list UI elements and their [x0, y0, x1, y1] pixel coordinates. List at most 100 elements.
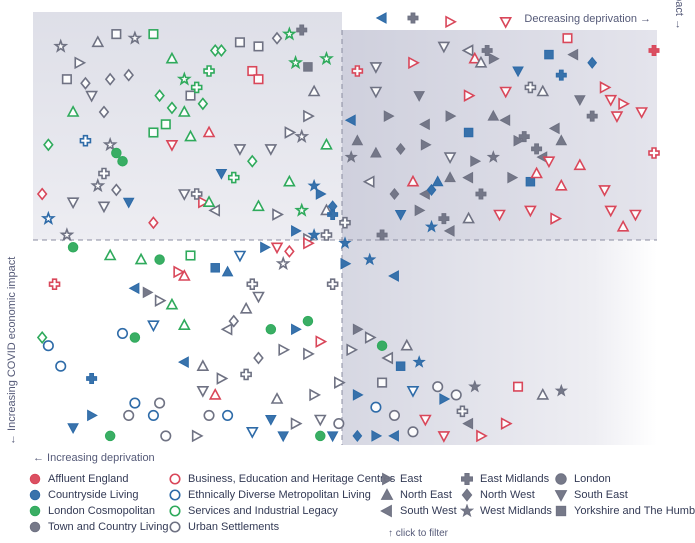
scatter-point-triangle-up[interactable]: [165, 51, 179, 64]
scatter-point-triangle-left[interactable]: [362, 175, 375, 189]
scatter-point-star[interactable]: [468, 379, 482, 393]
scatter-point-triangle-down[interactable]: [418, 414, 432, 427]
scatter-point-square[interactable]: [377, 377, 388, 388]
scatter-point-triangle-down[interactable]: [215, 169, 228, 180]
legend-item-region[interactable]: London: [554, 472, 611, 486]
scatter-point-diamond[interactable]: [36, 187, 48, 201]
scatter-point-triangle-right[interactable]: [488, 52, 500, 65]
scatter-point-square[interactable]: [160, 119, 171, 130]
scatter-point-triangle-left[interactable]: [220, 322, 233, 336]
scatter-point-diamond[interactable]: [36, 330, 48, 345]
scatter-point-square[interactable]: [185, 250, 196, 261]
scatter-point-diamond[interactable]: [352, 429, 363, 442]
scatter-point-square[interactable]: [544, 49, 554, 60]
scatter-point-star[interactable]: [288, 54, 304, 70]
scatter-point-cross[interactable]: [586, 110, 598, 122]
scatter-point-triangle-right[interactable]: [278, 343, 291, 357]
scatter-point-triangle-down[interactable]: [66, 197, 80, 210]
scatter-point-diamond[interactable]: [327, 200, 338, 213]
scatter-point-triangle-up[interactable]: [177, 269, 191, 281]
scatter-point-circle[interactable]: [117, 155, 128, 167]
scatter-point-triangle-up[interactable]: [165, 297, 179, 310]
scatter-point-triangle-up[interactable]: [134, 252, 148, 265]
scatter-point-triangle-up[interactable]: [320, 137, 333, 150]
scatter-point-square[interactable]: [395, 361, 406, 371]
scatter-point-triangle-right[interactable]: [550, 212, 563, 225]
scatter-point-triangle-down[interactable]: [122, 197, 135, 209]
scatter-point-diamond[interactable]: [284, 244, 295, 258]
scatter-point-cross[interactable]: [648, 147, 660, 159]
scatter-point-star[interactable]: [294, 128, 310, 143]
scatter-point-star[interactable]: [338, 236, 352, 249]
scatter-point-triangle-up[interactable]: [555, 134, 568, 146]
scatter-point-triangle-right[interactable]: [315, 188, 327, 200]
scatter-point-cross[interactable]: [518, 131, 530, 143]
scatter-point-triangle-right[interactable]: [291, 323, 302, 336]
scatter-point-triangle-left[interactable]: [419, 188, 430, 200]
scatter-point-triangle-right[interactable]: [74, 56, 87, 70]
scatter-point-triangle-right[interactable]: [198, 195, 210, 209]
scatter-point-triangle-left[interactable]: [208, 204, 221, 217]
scatter-point-triangle-right[interactable]: [414, 204, 426, 217]
scatter-point-triangle-right[interactable]: [315, 335, 328, 348]
scatter-point-triangle-down[interactable]: [574, 95, 586, 107]
scatter-point-cross[interactable]: [438, 213, 450, 225]
scatter-point-triangle-up[interactable]: [616, 219, 630, 232]
scatter-point-diamond[interactable]: [154, 89, 165, 103]
scatter-point-triangle-down[interactable]: [437, 41, 451, 54]
scatter-point-diamond[interactable]: [426, 183, 437, 196]
scatter-point-cross[interactable]: [246, 278, 259, 291]
scatter-point-triangle-right[interactable]: [513, 134, 525, 147]
scatter-point-triangle-up[interactable]: [283, 174, 296, 187]
scatter-point-star[interactable]: [363, 252, 377, 266]
scatter-point-cross[interactable]: [351, 65, 364, 77]
scatter-point-triangle-right[interactable]: [154, 294, 167, 307]
scatter-point-star[interactable]: [281, 26, 297, 41]
scatter-point-star[interactable]: [307, 228, 321, 241]
scatter-point-triangle-right[interactable]: [470, 155, 482, 168]
scatter-point-cross[interactable]: [531, 143, 543, 155]
scatter-point-star[interactable]: [127, 30, 143, 45]
scatter-point-triangle-right[interactable]: [290, 417, 303, 430]
scatter-point-triangle-up[interactable]: [91, 35, 105, 48]
scatter-point-triangle-left[interactable]: [419, 118, 430, 131]
scatter-point-diamond[interactable]: [197, 97, 209, 111]
scatter-point-triangle-right[interactable]: [334, 376, 346, 389]
scatter-point-diamond[interactable]: [271, 31, 283, 45]
scatter-point-square[interactable]: [185, 90, 196, 101]
scatter-point-triangle-up[interactable]: [406, 174, 420, 187]
scatter-point-diamond[interactable]: [253, 351, 264, 365]
scatter-point-triangle-up[interactable]: [431, 175, 444, 187]
scatter-point-triangle-left[interactable]: [178, 356, 189, 368]
scatter-point-triangle-down[interactable]: [196, 385, 210, 398]
scatter-point-triangle-up[interactable]: [184, 129, 197, 142]
legend-item-region[interactable]: South West: [380, 504, 457, 518]
scatter-point-cross[interactable]: [407, 12, 419, 24]
scatter-point-triangle-right[interactable]: [445, 110, 457, 122]
scatter-point-cross[interactable]: [79, 134, 92, 147]
scatter-point-triangle-right[interactable]: [476, 429, 488, 443]
scatter-point-square[interactable]: [61, 74, 72, 85]
scatter-point-triangle-up[interactable]: [252, 199, 265, 212]
scatter-point-triangle-down[interactable]: [413, 91, 425, 102]
scatter-point-star[interactable]: [318, 50, 334, 66]
scatter-point-triangle-right[interactable]: [303, 347, 315, 361]
legend-item-region[interactable]: North West: [460, 488, 535, 502]
scatter-point-circle[interactable]: [370, 401, 382, 413]
scatter-point-triangle-up[interactable]: [444, 171, 456, 183]
scatter-point-circle[interactable]: [116, 327, 129, 339]
scatter-point-circle[interactable]: [154, 397, 166, 409]
scatter-point-star[interactable]: [176, 71, 192, 86]
scatter-point-square[interactable]: [463, 127, 474, 138]
scatter-point-circle[interactable]: [388, 409, 400, 421]
scatter-point-circle[interactable]: [333, 418, 345, 430]
scatter-point-triangle-left[interactable]: [548, 122, 560, 135]
scatter-point-diamond[interactable]: [389, 187, 400, 201]
scatter-point-triangle-left[interactable]: [443, 225, 455, 237]
scatter-point-triangle-down[interactable]: [270, 242, 284, 255]
scatter-point-triangle-up[interactable]: [554, 178, 568, 191]
scatter-point-triangle-up[interactable]: [487, 109, 500, 121]
scatter-point-triangle-down[interactable]: [245, 426, 259, 439]
scatter-point-cross[interactable]: [326, 278, 339, 291]
scatter-point-triangle-right[interactable]: [420, 138, 432, 151]
